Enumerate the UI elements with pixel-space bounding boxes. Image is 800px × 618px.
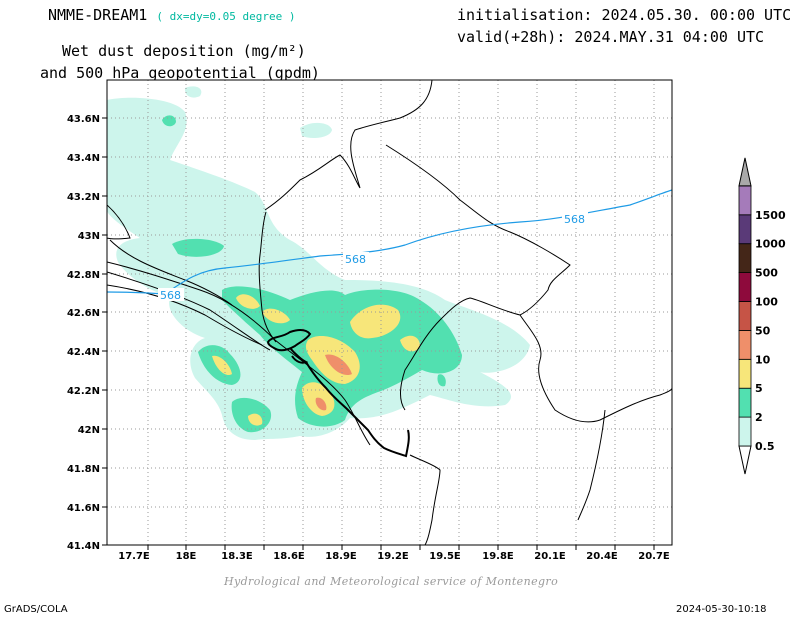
color-legend: 0.5 2 5 10 50 100 500 1000 1500 — [738, 157, 786, 475]
x-tick-label: 20.7E — [638, 551, 670, 562]
grid-resolution: ( dx=dy=0.05 degree ) — [156, 10, 296, 23]
x-tick-label: 18.3E — [221, 551, 253, 562]
legend-level-label: 2 — [755, 411, 763, 424]
credit-text: Hydrological and Meteorological service … — [224, 575, 559, 588]
dust-level-10 — [315, 354, 352, 411]
initialisation-time: initialisation: 2024.05.30. 00:00 UTC — [457, 6, 792, 24]
x-tick-label: 19.2E — [377, 551, 409, 562]
x-tick-label: 19.8E — [482, 551, 514, 562]
legend-level-label: 5 — [755, 382, 763, 395]
x-tick-label: 17.7E — [118, 551, 150, 562]
legend-level-label: 500 — [755, 267, 778, 280]
valid-time: valid(+28h): 2024.MAY.31 04:00 UTC — [457, 28, 765, 46]
map-grid — [107, 80, 672, 545]
legend-swatch — [738, 243, 752, 273]
x-tick-label: 18.6E — [273, 551, 305, 562]
x-tick-label: 20.1E — [534, 551, 566, 562]
map-title-line2: and 500 hPa geopotential (gpdm) — [40, 64, 320, 82]
y-tick-label: 43N — [78, 231, 100, 242]
y-axis-labels: 43.6N 43.4N 43.2N 43N 42.8N 42.6N 42.4N … — [67, 114, 100, 552]
y-tick-label: 42N — [78, 425, 100, 436]
contour-label: 568 — [345, 253, 366, 266]
model-name: NMME-DREAM1 ( dx=dy=0.05 degree ) — [48, 6, 296, 24]
legend-swatch — [738, 416, 752, 447]
country-borders — [107, 80, 672, 545]
y-tick-label: 42.2N — [67, 386, 100, 397]
legend-level-label: 0.5 — [755, 440, 775, 453]
y-tick-label: 42.4N — [67, 347, 100, 358]
software-label: GrADS/COLA — [4, 604, 68, 615]
legend-level-label: 100 — [755, 296, 778, 309]
render-timestamp: 2024-05-30-10:18 — [676, 604, 767, 615]
legend-level-label: 1500 — [755, 209, 786, 222]
legend-bottom-arrow — [738, 445, 752, 475]
x-tick-label: 19.5E — [429, 551, 461, 562]
x-tick-label: 18E — [176, 551, 197, 562]
coastline-bay — [266, 329, 410, 458]
legend-top-arrow — [738, 157, 752, 187]
x-axis-labels: 17.7E 18E 18.3E 18.6E 18.9E 19.2E 19.5E … — [118, 551, 670, 562]
axis-ticks — [102, 117, 655, 550]
x-tick-label: 18.9E — [325, 551, 357, 562]
legend-swatch — [738, 301, 752, 331]
y-tick-label: 43.2N — [67, 192, 100, 203]
geopotential-568-contour — [107, 189, 672, 295]
y-tick-label: 43.6N — [67, 114, 100, 125]
map-title-line1: Wet dust deposition (mg/m²) — [62, 42, 306, 60]
legend-swatch — [738, 358, 752, 389]
y-tick-label: 42.8N — [67, 270, 100, 281]
y-tick-label: 42.6N — [67, 308, 100, 319]
legend-swatch — [738, 214, 752, 245]
legend-level-label: 1000 — [755, 238, 786, 251]
legend-level-label: 10 — [755, 353, 771, 366]
y-tick-label: 43.4N — [67, 153, 100, 164]
map-area — [107, 80, 672, 545]
y-tick-label: 41.6N — [67, 503, 100, 514]
legend-swatch — [738, 185, 752, 216]
legend-level-label: 50 — [755, 324, 771, 337]
legend-swatch — [738, 387, 752, 418]
y-tick-label: 41.8N — [67, 464, 100, 475]
contour-label: 568 — [564, 213, 585, 226]
x-tick-label: 20.4E — [586, 551, 618, 562]
y-tick-label: 41.4N — [67, 541, 100, 552]
contour-label: 568 — [160, 289, 181, 302]
legend-swatch — [738, 329, 752, 360]
legend-swatch — [738, 272, 752, 302]
